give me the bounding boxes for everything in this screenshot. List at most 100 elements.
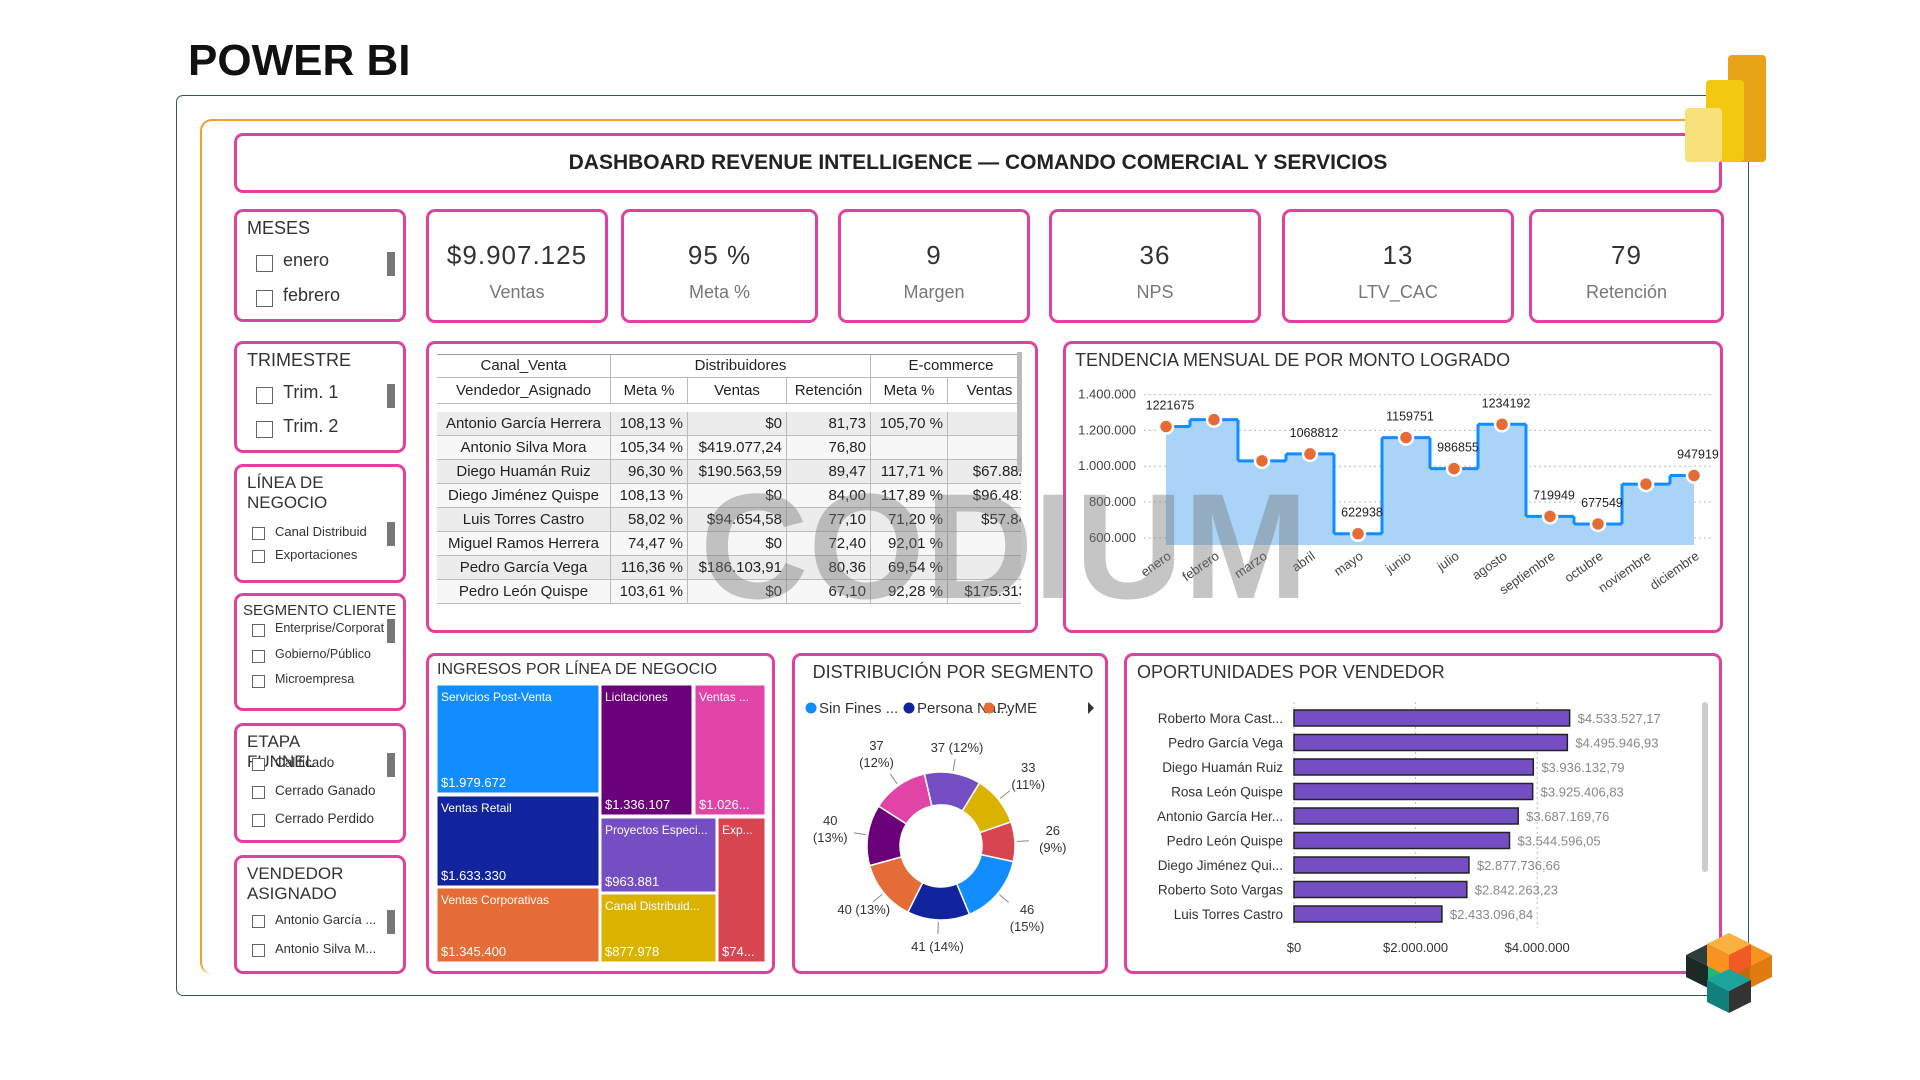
tile-value: $74... [722, 944, 755, 959]
slicer-checkbox[interactable] [252, 943, 265, 957]
slicer-checkbox[interactable] [252, 549, 265, 563]
leader-line [952, 759, 956, 772]
kpi-value: 13 [1382, 240, 1414, 270]
tile-label: Ventas Corporativas [441, 893, 549, 907]
marker [1685, 467, 1703, 484]
cube-face [1729, 980, 1751, 1013]
table-cell: $0 [688, 484, 787, 508]
table-cell: $94.654,58 [688, 508, 787, 532]
slicer-scrollbar [387, 384, 395, 408]
leader-line [999, 790, 1010, 799]
data-label: 40 (13%) [812, 813, 848, 846]
slicer-item[interactable]: Microempresa [275, 672, 355, 687]
slicer-item[interactable]: Antonio Silva M... [275, 940, 377, 956]
table-cell: 92,01 % [871, 532, 948, 556]
slicer-checkbox[interactable] [252, 785, 265, 799]
marker [1205, 411, 1223, 428]
table: Canal_Venta Distribuidores E-commerce Vende… [437, 352, 1021, 614]
slicer-item[interactable]: Canal Distribuid [275, 523, 367, 539]
table-cell: $175.313 [948, 580, 1021, 604]
slicer-checkbox[interactable] [252, 649, 265, 663]
slicer-title: TRIMESTRE [247, 350, 352, 370]
marker [1397, 429, 1415, 446]
slicer-item[interactable]: enero [283, 250, 330, 271]
dashboard-title: DASHBOARD REVENUE INTELLIGENCE — COMANDO… [568, 151, 1388, 174]
table-cell: 69,54 % [871, 556, 948, 580]
slicer-title: VENDEDOR ASIGNADO [247, 864, 344, 903]
slicer-item[interactable]: Antonio García ... [275, 911, 377, 927]
data-label: 33 (11%) [1011, 759, 1046, 792]
slicer-checkbox[interactable] [252, 623, 265, 637]
y-tick-label: Antonio García Her... [1157, 809, 1283, 824]
data-label: $4.495.946,93 [1575, 736, 1658, 751]
slicer-checkbox[interactable] [252, 813, 265, 827]
y-tick-label: Rosa León Quispe [1171, 785, 1283, 800]
slicer-checkbox[interactable] [252, 674, 265, 688]
slicer-checkbox[interactable] [252, 526, 265, 540]
treemap-tile [600, 684, 693, 816]
cube-face [1707, 944, 1729, 977]
table-cell: 117,89 % [871, 484, 948, 508]
slicer-item[interactable]: Trim. 2 [283, 416, 339, 437]
kpi-card: $9.907.125 Ventas [426, 209, 608, 323]
data-label: 622938 [1341, 506, 1383, 520]
x-tick-label: $2.000.000 [1383, 940, 1448, 955]
slicer-checkbox[interactable] [252, 757, 265, 771]
area-segment [1622, 484, 1670, 545]
data-label: 26 (9%) [1039, 823, 1067, 856]
kpi-label: NPS [1136, 282, 1174, 302]
kpi-value: 95 % [687, 240, 752, 270]
table-cell: $419.077,24 [688, 436, 787, 460]
marker [1637, 475, 1655, 493]
bar [1293, 905, 1443, 923]
kpi-value: 36 [1139, 240, 1171, 270]
kpi-card: 95 % Meta % [621, 209, 818, 323]
data-label: $3.544.596,05 [1518, 834, 1601, 849]
table-cell: 76,80 [787, 436, 871, 460]
slicer-checkbox[interactable] [256, 289, 273, 307]
kpi-value: $9.907.125 [446, 240, 588, 270]
slicer-item[interactable]: Enterprise/Corporat [275, 621, 385, 636]
table-cell: 74,47 % [611, 532, 688, 556]
data-label: 1068812 [1290, 426, 1339, 440]
area-segment [1430, 468, 1478, 545]
bar [1293, 782, 1534, 801]
leader-line [853, 832, 866, 836]
treemap-tile [436, 887, 600, 963]
data-label: 947919 [1677, 448, 1719, 462]
slicer-item[interactable]: Gobierno/Público [275, 647, 371, 662]
slicer-title: MESES [247, 218, 311, 238]
marker [1349, 525, 1367, 542]
leader-line [1016, 840, 1029, 842]
table-cell [948, 412, 1021, 436]
slicer-title: LÍNEA DE NEGOCIO [247, 473, 328, 512]
legend-more [1088, 702, 1094, 714]
table-cell: Pedro León Quispe [437, 580, 611, 604]
slicer: ETAPA FUNNEL Calificado Cerrado Ganado Cerr… [234, 723, 406, 843]
area-segment [1574, 523, 1622, 545]
treemap-tile [694, 684, 766, 816]
slicer-checkbox[interactable] [256, 420, 273, 438]
tile-label: Servicios Post-Venta [441, 690, 552, 704]
legend-dot [903, 702, 915, 714]
marker [1541, 508, 1559, 525]
slicer-scrollbar [387, 522, 395, 546]
donut-panel [792, 653, 1108, 974]
kpi-label: Meta % [688, 282, 751, 302]
slicer-item[interactable]: Calificado [275, 754, 335, 770]
slicer-checkbox[interactable] [256, 386, 273, 404]
x-tick-label: noviembre [1595, 548, 1653, 595]
watermark: CODIUM [700, 462, 1308, 630]
slicer-checkbox[interactable] [256, 254, 273, 272]
accent-frame [200, 119, 1710, 974]
slicer-item[interactable]: febrero [283, 285, 341, 306]
slicer-item[interactable]: Cerrado Perdido [275, 810, 375, 826]
table-cell: 67,10 [787, 580, 871, 604]
slicer-item[interactable]: Cerrado Ganado [275, 782, 376, 798]
slicer-item[interactable]: Exportaciones [275, 546, 358, 562]
slicer-checkbox[interactable] [252, 914, 265, 928]
chart-title: OPORTUNIDADES POR VENDEDOR [1137, 662, 1445, 682]
slicer-item[interactable]: Trim. 1 [283, 382, 339, 403]
